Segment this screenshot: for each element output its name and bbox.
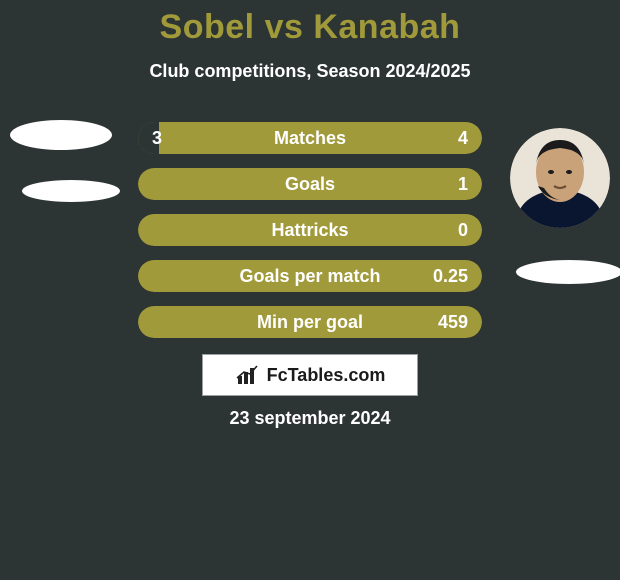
branding-text: FcTables.com [267,365,386,386]
stat-label: Hattricks [138,214,482,246]
stat-row-goals-per-match: Goals per match 0.25 [138,260,482,292]
stat-value-right: 1 [458,168,468,200]
footer-date: 23 september 2024 [0,408,620,429]
player-left-placeholder-shape [10,120,112,150]
player-left-placeholder-shape [22,180,120,202]
stat-row-goals: Goals 1 [138,168,482,200]
stat-row-min-per-goal: Min per goal 459 [138,306,482,338]
subtitle: Club competitions, Season 2024/2025 [0,61,620,82]
stat-label: Goals [138,168,482,200]
page-title: Sobel vs Kanabah [0,0,620,47]
stat-label: Matches [138,122,482,154]
stat-bars: 3 Matches 4 Goals 1 Hattricks 0 Goals pe… [138,122,482,352]
stat-label: Goals per match [138,260,482,292]
comparison-infographic: Sobel vs Kanabah Club competitions, Seas… [0,0,620,580]
stat-row-matches: 3 Matches 4 [138,122,482,154]
bar-chart-icon [235,364,261,386]
stat-value-right: 0 [458,214,468,246]
title-vs: vs [255,8,314,46]
avatar-icon [510,128,610,228]
title-player-left: Sobel [160,8,255,46]
player-right-avatar [510,128,610,228]
branding-box: FcTables.com [202,354,418,396]
stat-label: Min per goal [138,306,482,338]
stat-value-right: 4 [458,122,468,154]
title-player-right: Kanabah [313,8,460,46]
stat-row-hattricks: Hattricks 0 [138,214,482,246]
stat-value-right: 0.25 [433,260,468,292]
stat-value-right: 459 [438,306,468,338]
player-right-placeholder-shape [516,260,620,284]
